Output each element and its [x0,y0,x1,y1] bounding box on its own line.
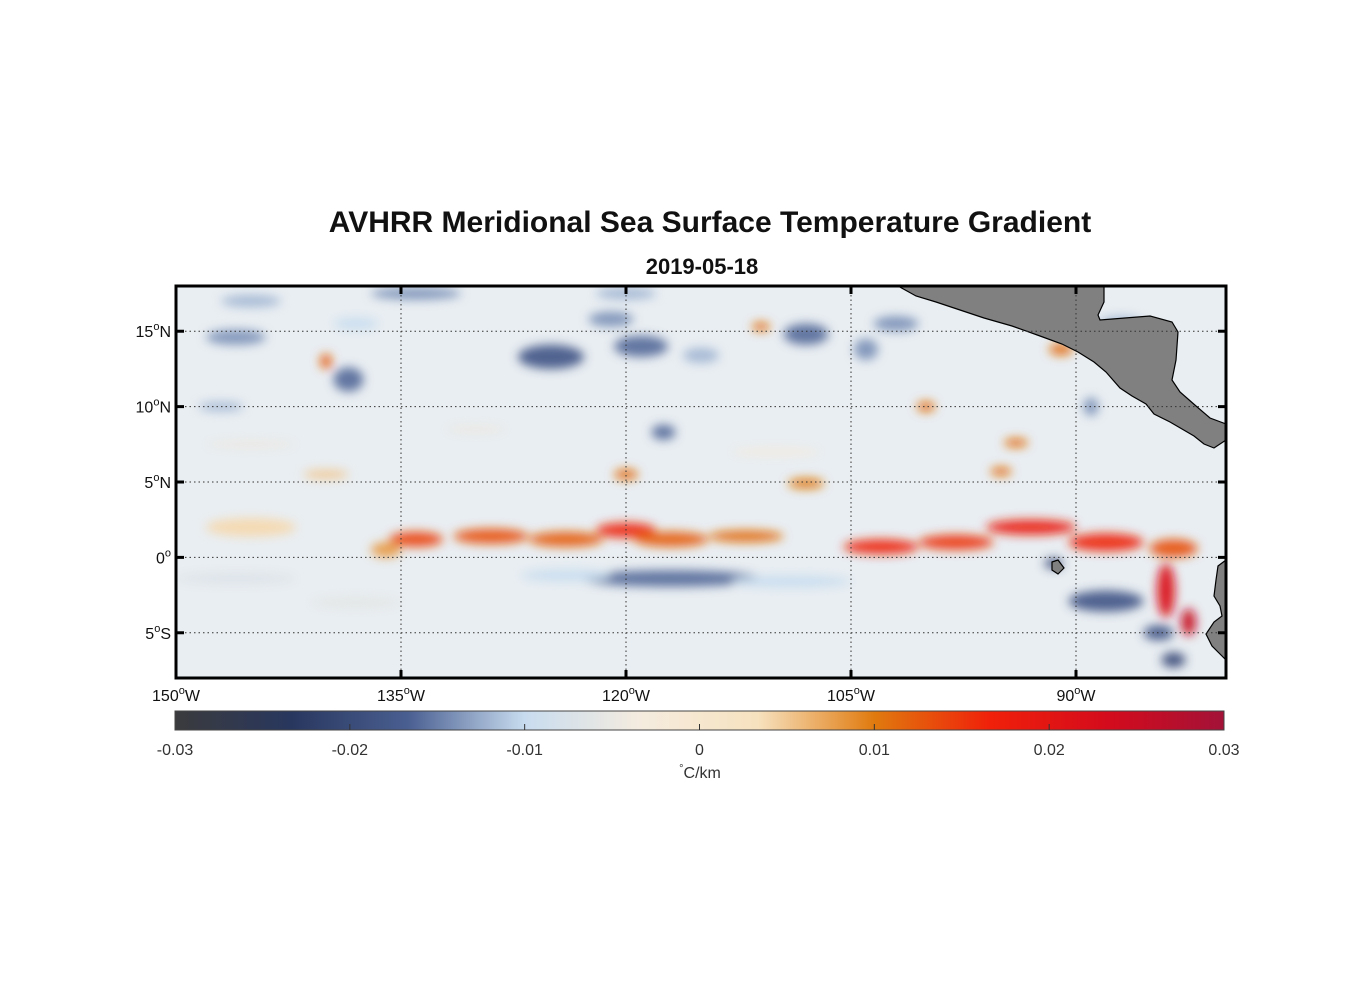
positive-gradient-patch [528,531,604,547]
positive-gradient-patch [788,478,824,489]
positive-gradient-patch [320,353,332,369]
positive-gradient-patch [990,466,1012,476]
negative-gradient-patch [854,338,878,360]
negative-gradient-patch [311,596,401,609]
negative-gradient-patch [651,424,676,440]
colorbar-tick-label: 0.03 [1208,742,1239,759]
negative-gradient-patch [206,439,296,449]
negative-gradient-patch [176,572,296,585]
positive-gradient-patch [1149,539,1198,558]
negative-gradient-patch [333,317,379,330]
positive-gradient-patch [986,519,1076,535]
positive-gradient-patch [453,528,529,544]
lat-label: 5oS [145,623,171,643]
lon-label: 120oW [602,685,651,705]
positive-gradient-patch [1068,533,1144,552]
lat-label: 15oN [136,321,171,341]
lat-label: 10oN [136,397,171,417]
positive-gradient-patch [917,401,935,412]
negative-gradient-patch [221,295,281,308]
negative-gradient-patch [206,329,266,345]
colorbar-tick-label: -0.03 [157,742,194,759]
positive-gradient-patch [633,531,709,547]
lon-label: 135oW [377,685,426,705]
map-plot-area[interactable] [176,286,1226,678]
positive-gradient-patch [614,469,638,480]
negative-gradient-patch [588,311,634,327]
colorbar-tick-label: 0.02 [1034,742,1065,759]
land-galapagos [1051,559,1065,575]
negative-gradient-patch [731,575,851,588]
positive-gradient-patch [918,534,994,550]
lat-label: 0o [156,547,171,567]
positive-gradient-patch [303,469,349,479]
land-central-america [896,286,1226,449]
latitude-labels: 15oN 10oN 5oN 0o 5oS [136,321,171,643]
map-date-subtitle: 2019-05-18 [645,254,759,279]
colorbar-tick-label: -0.01 [506,742,543,759]
land-south-america [1205,559,1226,661]
longitude-labels: 150oW 135oW 120oW 105oW 90oW [152,685,1096,705]
colorbar-ticks: -0.03 -0.02 -0.01 0 0.01 0.02 0.03 [157,724,1240,759]
colorbar: -0.03 -0.02 -0.01 0 0.01 0.02 0.03 °C/km [157,710,1240,782]
negative-gradient-patch [731,447,821,457]
positive-gradient-patch [389,531,443,547]
negative-gradient-patch [518,344,584,369]
negative-gradient-patch [581,570,761,587]
colorbar-tick-label: -0.02 [332,742,369,759]
gradient-field [176,287,1198,668]
positive-gradient-patch [843,539,919,555]
negative-gradient-patch [333,367,364,392]
lon-label: 105oW [827,685,876,705]
colorbar-tick-label: 0.01 [859,742,890,759]
positive-gradient-patch [371,542,401,558]
map-title: AVHRR Meridional Sea Surface Temperature… [328,206,1092,239]
lon-label: 90oW [1056,685,1096,705]
lat-label: 5oN [144,472,171,492]
negative-gradient-patch [521,569,611,582]
positive-gradient-patch [708,530,784,543]
negative-gradient-patch [1068,590,1144,612]
colorbar-tick-label: 0 [695,742,704,759]
negative-gradient-patch [783,323,829,345]
negative-gradient-patch [873,316,919,332]
colorbar-units: °C/km [679,763,721,782]
negative-gradient-patch [371,287,461,300]
negative-gradient-patch [446,424,506,434]
lon-label: 150oW [152,685,201,705]
positive-gradient-patch [1004,438,1028,448]
negative-gradient-patch [683,347,719,363]
axis-ticks [174,286,1226,678]
positive-gradient-patch [1181,608,1196,636]
negative-gradient-patch [614,335,668,357]
positive-gradient-patch [206,518,296,537]
negative-gradient-patch [1161,652,1186,668]
positive-gradient-patch [752,322,770,332]
positive-gradient-patch [1157,563,1175,618]
land-mask [896,286,1226,661]
